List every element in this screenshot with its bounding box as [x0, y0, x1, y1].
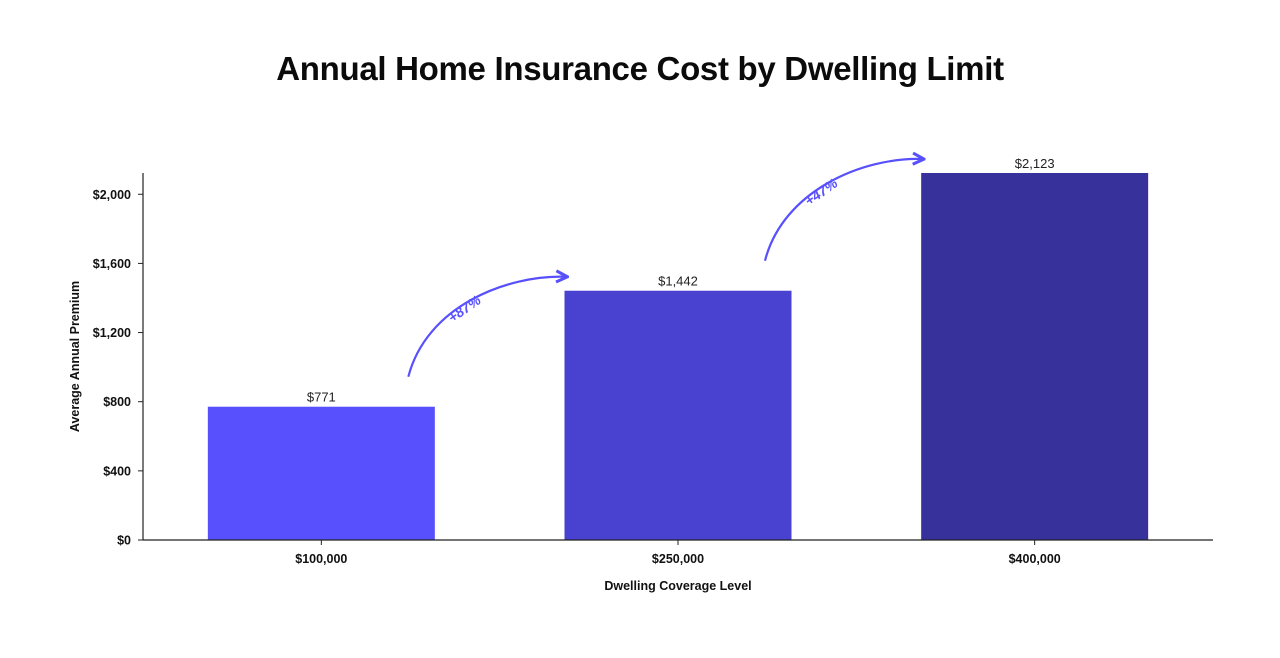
y-tick-label: $0: [117, 534, 131, 548]
y-tick-label: $800: [103, 395, 131, 409]
bar: [207, 406, 435, 540]
data-label: $2,123: [1015, 156, 1055, 171]
bar: [564, 290, 792, 540]
growth-arrow: [407, 277, 566, 377]
y-axis-title: Average Annual Premium: [68, 281, 82, 432]
data-label: $1,442: [658, 274, 698, 289]
x-tick-label: $250,000: [652, 552, 704, 566]
x-axis-title: Dwelling Coverage Level: [604, 579, 751, 593]
bar: [921, 173, 1149, 540]
y-tick-label: $2,000: [93, 188, 131, 202]
x-tick-label: $400,000: [1009, 552, 1061, 566]
x-tick-label: $100,000: [295, 552, 347, 566]
y-tick-label: $400: [103, 464, 131, 478]
y-tick-label: $1,600: [93, 257, 131, 271]
data-label: $771: [307, 390, 336, 405]
y-tick-label: $1,200: [93, 326, 131, 340]
growth-arrow: [763, 159, 923, 261]
chart-title: Annual Home Insurance Cost by Dwelling L…: [276, 50, 1004, 87]
